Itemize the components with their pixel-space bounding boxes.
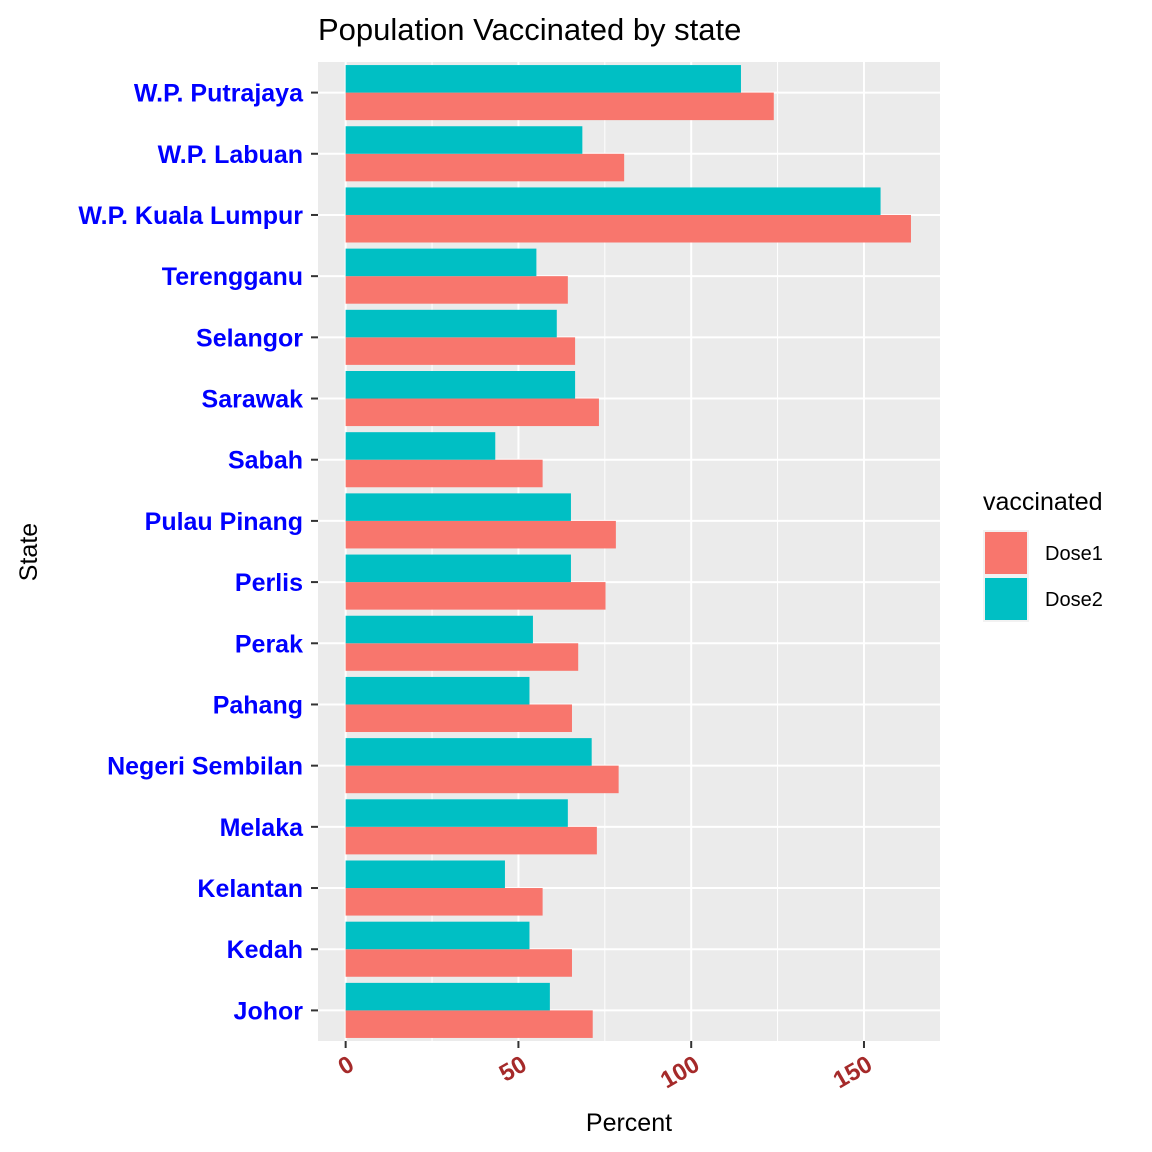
bar-dose1-johor <box>345 1010 593 1038</box>
y-tick-label: Melaka <box>220 814 304 842</box>
y-axis-title: State <box>15 523 43 581</box>
y-axis: Johor Kedah Kelantan Melaka Negeri Sembilan P… <box>78 80 318 1025</box>
bar-dose2-perlis <box>345 554 571 583</box>
y-tick-label: Terengganu <box>162 263 303 291</box>
bar-dose1-pulau-pinang <box>345 520 616 549</box>
bar-dose2-selangor <box>345 309 557 338</box>
y-tick-label: Sarawak <box>202 386 304 414</box>
bar-dose2-terengganu <box>345 248 537 277</box>
bar-dose2-johor <box>345 982 550 1011</box>
y-tick-label: Pahang <box>213 691 303 719</box>
bar-dose2-perak <box>345 615 533 644</box>
x-tick-label: 100 <box>656 1051 704 1094</box>
bar-dose1-sarawak <box>345 398 599 427</box>
x-axis-title: Percent <box>586 1109 672 1137</box>
bar-dose1-kedah <box>345 949 572 977</box>
bar-dose1-perlis <box>345 582 606 610</box>
bar-dose1-w-p-kuala-lumpur <box>345 214 911 243</box>
bar-dose1-sabah <box>345 459 543 488</box>
y-tick-label: W.P. Kuala Lumpur <box>78 202 303 230</box>
y-tick-label: Pulau Pinang <box>145 508 303 536</box>
bar-dose1-terengganu <box>345 276 568 304</box>
bar-dose2-w-p-kuala-lumpur <box>345 187 881 215</box>
bar-dose2-melaka <box>345 799 568 827</box>
y-tick-label: W.P. Putrajaya <box>134 80 304 108</box>
x-axis: 0 50 100 150 <box>334 1041 877 1094</box>
x-tick-label: 0 <box>334 1051 359 1081</box>
legend-swatch-dose1 <box>985 532 1027 574</box>
y-tick-label: Negeri Sembilan <box>107 753 303 781</box>
chart-title: Population Vaccinated by state <box>318 12 741 47</box>
legend-label-dose1: Dose1 <box>1045 543 1103 565</box>
bar-dose2-kelantan <box>345 860 505 889</box>
legend-label-dose2: Dose2 <box>1045 589 1103 611</box>
bar-dose1-w-p-labuan <box>345 153 625 182</box>
x-tick-label: 150 <box>829 1051 877 1094</box>
bar-dose2-w-p-labuan <box>345 126 583 154</box>
bar-dose1-pahang <box>345 704 572 733</box>
bar-dose1-negeri-sembilan <box>345 765 619 794</box>
legend: vaccinated Dose1 Dose2 <box>983 488 1103 622</box>
y-tick-label: Kedah <box>227 936 303 964</box>
y-tick-label: Kelantan <box>197 875 303 903</box>
bar-dose2-negeri-sembilan <box>345 738 592 766</box>
bars <box>345 65 911 1038</box>
y-tick-label: W.P. Labuan <box>158 141 303 169</box>
y-tick-label: Selangor <box>196 324 303 352</box>
bar-dose2-sarawak <box>345 370 576 399</box>
bar-dose2-pulau-pinang <box>345 493 571 521</box>
x-tick-label: 50 <box>495 1051 532 1088</box>
bar-dose2-pahang <box>345 676 530 705</box>
bar-dose1-melaka <box>345 826 597 855</box>
bar-dose2-kedah <box>345 921 530 950</box>
bar-dose1-selangor <box>345 337 576 365</box>
bar-dose1-perak <box>345 643 579 671</box>
y-tick-label: Perak <box>235 630 303 658</box>
bar-dose2-w-p-putrajaya <box>345 65 741 93</box>
y-tick-label: Perlis <box>235 569 303 597</box>
bar-dose1-w-p-putrajaya <box>345 92 774 121</box>
bar-dose2-sabah <box>345 432 496 460</box>
y-tick-label: Johor <box>234 997 304 1025</box>
y-tick-label: Sabah <box>228 447 303 475</box>
bar-dose1-kelantan <box>345 888 543 916</box>
legend-swatch-dose2 <box>985 578 1027 620</box>
legend-title: vaccinated <box>983 488 1103 516</box>
